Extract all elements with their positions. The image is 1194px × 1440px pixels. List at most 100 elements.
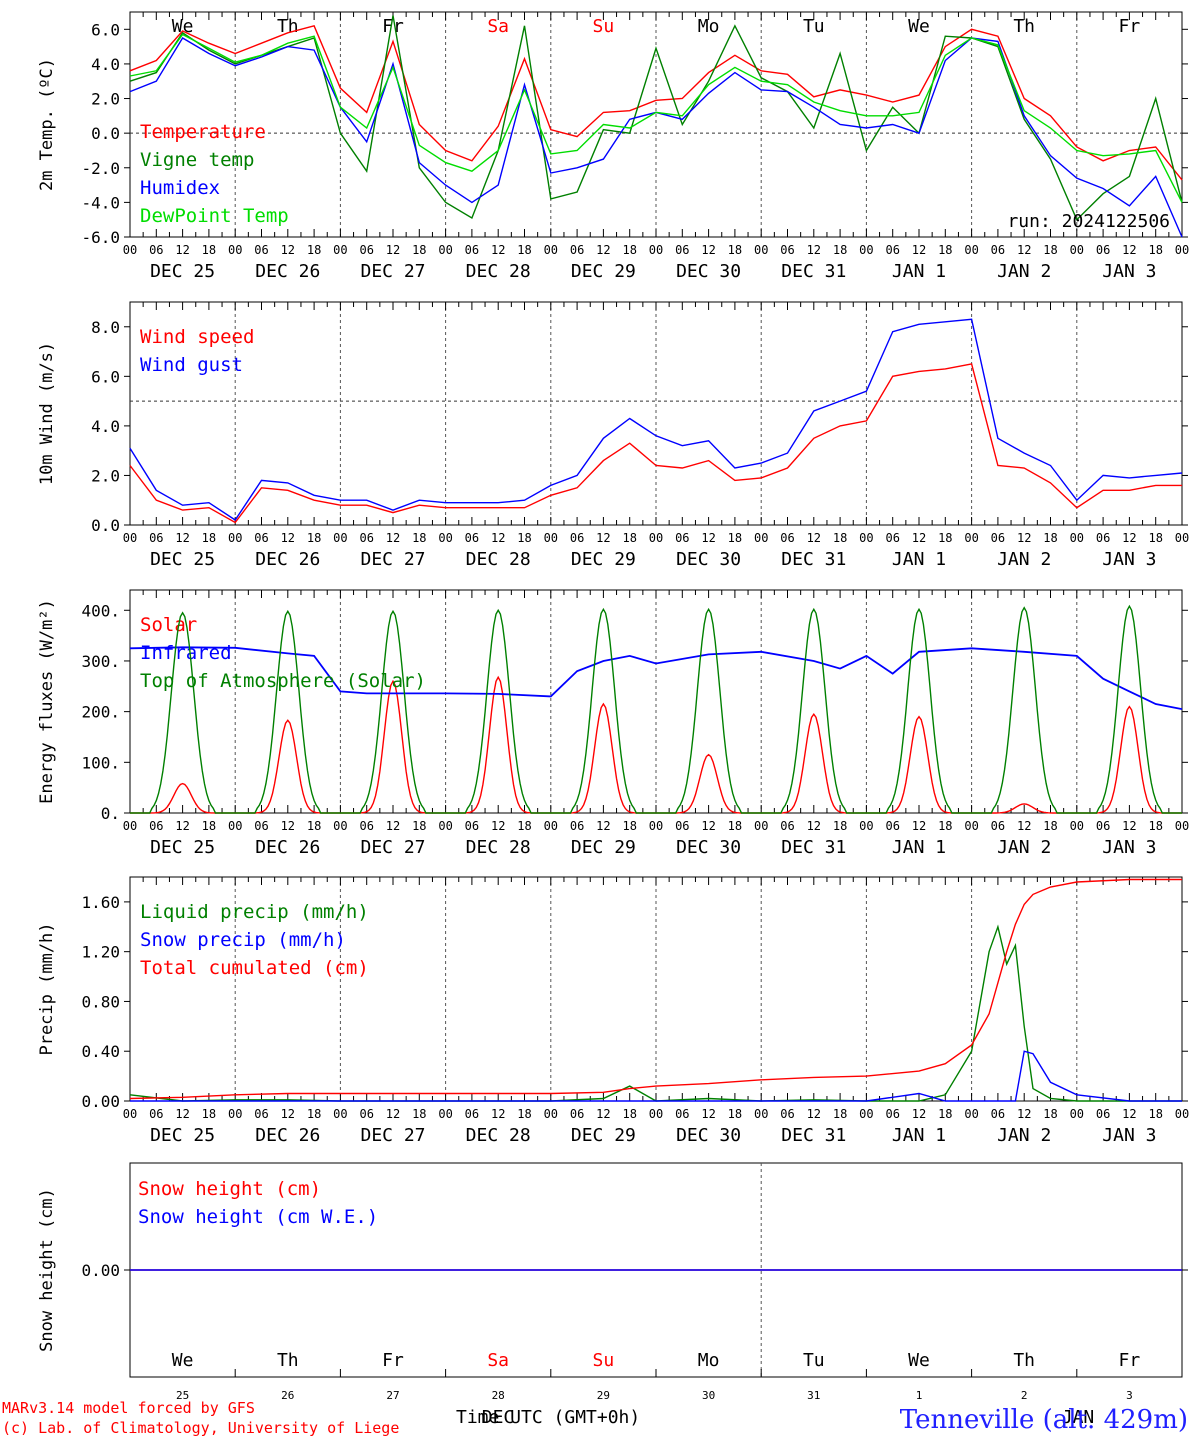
day-number: 26	[281, 1389, 294, 1402]
station-name: Tenneville (alt. 429m)	[900, 1405, 1188, 1435]
hour-tick-label: 12	[175, 531, 189, 545]
day-number: 3	[1126, 1389, 1133, 1402]
series-line	[129, 646, 1183, 710]
hour-tick-label: 18	[1043, 243, 1057, 257]
day-number: 31	[807, 1389, 820, 1402]
day-label: DEC 29	[571, 261, 636, 282]
hour-tick-label: 12	[807, 243, 821, 257]
hour-tick-label: 00	[438, 531, 452, 545]
hour-tick-label: 18	[412, 243, 426, 257]
day-label: DEC 25	[150, 1125, 215, 1146]
y-tick-label: 0.40	[81, 1042, 120, 1061]
legend-entry: Snow precip (mm/h)	[140, 929, 346, 951]
day-label: JAN 1	[892, 1125, 946, 1146]
hour-tick-label: 06	[991, 531, 1005, 545]
hour-tick-label: 18	[728, 819, 742, 833]
hour-tick-label: 06	[359, 819, 373, 833]
hour-tick-label: 18	[1148, 531, 1162, 545]
hour-tick-label: 12	[596, 243, 610, 257]
weekday-label: We	[908, 16, 930, 37]
weekday-label: We	[172, 1350, 194, 1371]
legend-entry: Infrared	[140, 642, 232, 664]
day-label: DEC 25	[150, 261, 215, 282]
series-line	[129, 318, 1183, 521]
day-label: DEC 29	[571, 837, 636, 858]
series-line	[129, 24, 1183, 181]
hour-tick-label: 18	[938, 1107, 952, 1121]
day-label: DEC 27	[360, 261, 425, 282]
hour-tick-label: 00	[649, 819, 663, 833]
hour-tick-label: 06	[1096, 531, 1110, 545]
hour-tick-label: 06	[1096, 1107, 1110, 1121]
hour-tick-label: 18	[1148, 819, 1162, 833]
day-label: DEC 31	[781, 261, 846, 282]
hour-tick-label: 06	[359, 1107, 373, 1121]
hour-tick-label: 00	[964, 243, 978, 257]
hour-tick-label: 12	[807, 819, 821, 833]
hour-tick-label: 00	[649, 531, 663, 545]
day-label: DEC 25	[150, 837, 215, 858]
day-label: JAN 3	[1102, 1125, 1156, 1146]
hour-tick-label: 18	[307, 531, 321, 545]
day-number: 25	[176, 1389, 189, 1402]
day-label: DEC 26	[255, 1125, 320, 1146]
hour-tick-label: 18	[622, 531, 636, 545]
hour-tick-label: 18	[1148, 1107, 1162, 1121]
day-number: 27	[386, 1389, 399, 1402]
day-label: JAN 1	[892, 549, 946, 570]
y-tick-label: 6.0	[91, 367, 120, 386]
hour-tick-label: 18	[1043, 819, 1057, 833]
hour-tick-label: 06	[149, 531, 163, 545]
hour-tick-label: 12	[912, 1107, 926, 1121]
day-label: JAN 3	[1102, 261, 1156, 282]
plot-frame	[129, 11, 1183, 238]
y-tick-label: 1.60	[81, 893, 120, 912]
hour-tick-label: 06	[991, 243, 1005, 257]
y-tick-label: 100.	[81, 753, 120, 772]
weekday-label: Th	[277, 16, 299, 37]
hour-tick-label: 12	[491, 243, 505, 257]
hour-tick-label: 18	[517, 531, 531, 545]
weekday-label: Su	[593, 1350, 615, 1371]
day-label: DEC 30	[676, 549, 741, 570]
series-line	[129, 363, 1182, 524]
hour-tick-label: 18	[412, 819, 426, 833]
weekday-label: Mo	[698, 1350, 720, 1371]
legend-entry: Liquid precip (mm/h)	[140, 901, 369, 923]
weekday-label: Tu	[803, 16, 825, 37]
hour-tick-label: 06	[1096, 243, 1110, 257]
legend-entry: Wind gust	[140, 354, 243, 376]
hour-tick-label: 12	[386, 819, 400, 833]
hour-tick-label: 06	[885, 819, 899, 833]
hour-tick-label: 12	[386, 1107, 400, 1121]
y-tick-label: 0.	[101, 804, 120, 823]
hour-tick-label: 06	[465, 243, 479, 257]
legend-entry: Wind speed	[140, 326, 254, 348]
y-tick-label: 2.0	[91, 90, 120, 109]
hour-tick-label: 18	[833, 243, 847, 257]
y-tick-label: -4.0	[81, 193, 120, 212]
hour-tick-label: 00	[228, 243, 242, 257]
hour-tick-label: 06	[359, 243, 373, 257]
hour-tick-label: 00	[1070, 819, 1084, 833]
hour-tick-label: 18	[517, 243, 531, 257]
hour-tick-label: 18	[307, 243, 321, 257]
hour-tick-label: 00	[754, 531, 768, 545]
hour-tick-label: 06	[675, 1107, 689, 1121]
hour-tick-label: 18	[938, 819, 952, 833]
hour-tick-label: 18	[202, 243, 216, 257]
hour-tick-label: 12	[175, 243, 189, 257]
y-tick-label: 2.0	[91, 466, 120, 485]
panel-3: 00 06 12 18 00 06 12 18 00 06 12 18 00 06 12 18 00 06 12 18…	[37, 589, 1189, 858]
y-tick-label: 400.	[81, 601, 120, 620]
series-line	[130, 604, 1182, 814]
hour-tick-label: 06	[254, 1107, 268, 1121]
y-axis-label: 10m Wind (m/s)	[37, 342, 57, 485]
hour-tick-label: 12	[912, 243, 926, 257]
hour-tick-label: 00	[859, 1107, 873, 1121]
hour-tick-label: 12	[491, 819, 505, 833]
hour-tick-label: 12	[1017, 1107, 1031, 1121]
y-tick-label: 300.	[81, 652, 120, 671]
hour-tick-label: 00	[1175, 819, 1189, 833]
